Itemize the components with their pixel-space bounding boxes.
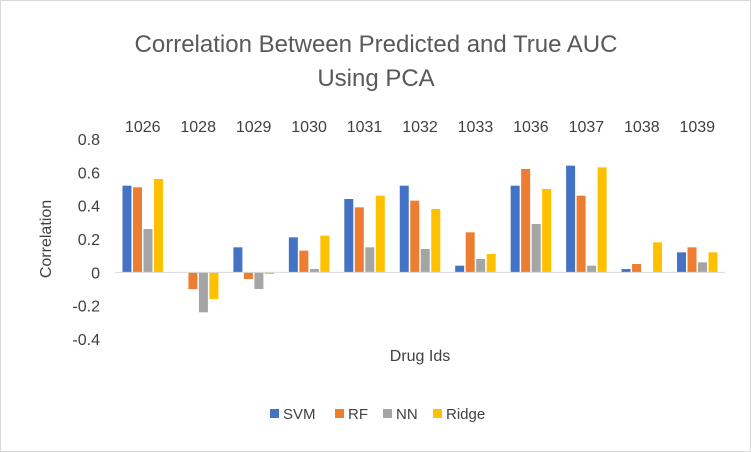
category-label: 1033	[458, 119, 494, 136]
y-axis: -0.4 -0.2 0 0.2 0.4 0.6 0.8	[72, 132, 100, 349]
legend: SVM RF NN Ridge	[270, 406, 485, 423]
bar-ridge-1037	[597, 167, 607, 273]
bar-ridge-1029	[264, 272, 274, 274]
y-tick-label: 0.6	[78, 165, 100, 182]
bar-svm-1039	[677, 252, 687, 273]
y-axis-title: Correlation	[38, 200, 55, 278]
legend-swatch-svm	[270, 409, 279, 418]
category-label: 1036	[513, 119, 549, 136]
chart-title-line-2: Using PCA	[317, 65, 434, 92]
x-axis-title: Drug Ids	[390, 348, 450, 365]
bar-ridge-1032	[431, 209, 441, 273]
bar-svm-1032	[399, 185, 409, 273]
bars	[122, 165, 718, 313]
bar-nn-1033	[476, 259, 486, 273]
bar-ridge-1038	[653, 242, 663, 273]
bar-nn-1031	[365, 247, 375, 273]
category-label: 1037	[569, 119, 605, 136]
bar-nn-1039	[698, 262, 708, 273]
bar-ridge-1028	[209, 272, 219, 299]
bar-rf-1030	[299, 250, 309, 273]
legend-swatch-rf	[335, 409, 344, 418]
category-label: 1031	[347, 119, 383, 136]
legend-swatch-ridge	[433, 409, 442, 418]
legend-label-ridge: Ridge	[446, 406, 485, 423]
bar-ridge-1039	[708, 252, 718, 273]
bar-rf-1037	[576, 195, 586, 273]
y-tick-label: -0.4	[72, 332, 100, 349]
category-label: 1029	[236, 119, 272, 136]
bar-svm-1031	[344, 199, 354, 273]
y-tick-label: 0	[91, 265, 100, 282]
category-label: 1038	[624, 119, 660, 136]
bar-nn-1028	[198, 272, 208, 313]
bar-ridge-1030	[320, 235, 330, 273]
category-labels: 1026 1028 1029 1030 1031 1032 1033 1036 1037 1038…	[125, 119, 715, 136]
bar-rf-1033	[465, 232, 475, 273]
category-label: 1030	[291, 119, 327, 136]
category-label: 1026	[125, 119, 161, 136]
chart-title-line-1: Correlation Between Predicted and True A…	[135, 31, 618, 58]
bar-rf-1029	[243, 272, 253, 279]
bar-rf-1032	[410, 200, 420, 273]
category-label: 1032	[402, 119, 438, 136]
category-label: 1028	[180, 119, 216, 136]
bar-svm-1030	[288, 237, 298, 273]
bar-nn-1029	[254, 272, 264, 289]
bar-rf-1028	[188, 272, 198, 289]
chart-title: Correlation Between Predicted and True A…	[135, 31, 618, 92]
bar-svm-1038	[621, 269, 631, 273]
bar-ridge-1026	[153, 179, 163, 273]
bar-nn-1032	[420, 249, 430, 273]
legend-swatch-nn	[383, 409, 392, 418]
bar-nn-1036	[531, 224, 541, 273]
bar-rf-1039	[687, 247, 697, 273]
bar-rf-1036	[521, 169, 531, 273]
y-tick-label: 0.2	[78, 232, 100, 249]
legend-label-rf: RF	[348, 406, 368, 423]
category-label: 1039	[679, 119, 715, 136]
bar-rf-1038	[632, 264, 642, 273]
bar-rf-1031	[354, 207, 364, 273]
legend-label-svm: SVM	[283, 406, 316, 423]
bar-svm-1026	[122, 185, 132, 273]
y-tick-label: -0.2	[72, 299, 100, 316]
bar-svm-1033	[455, 265, 465, 273]
bar-svm-1036	[510, 185, 520, 273]
bar-svm-1029	[233, 247, 243, 273]
bar-ridge-1033	[486, 254, 496, 273]
bar-ridge-1031	[375, 195, 385, 273]
bar-nn-1030	[309, 269, 319, 273]
legend-label-nn: NN	[396, 406, 418, 423]
bar-ridge-1036	[542, 189, 552, 273]
y-tick-label: 0.4	[78, 199, 100, 216]
y-tick-label: 0.8	[78, 132, 100, 149]
bar-svm-1037	[566, 165, 576, 273]
bar-nn-1037	[587, 265, 597, 273]
bar-nn-1026	[143, 229, 153, 273]
bar-rf-1026	[132, 187, 142, 273]
